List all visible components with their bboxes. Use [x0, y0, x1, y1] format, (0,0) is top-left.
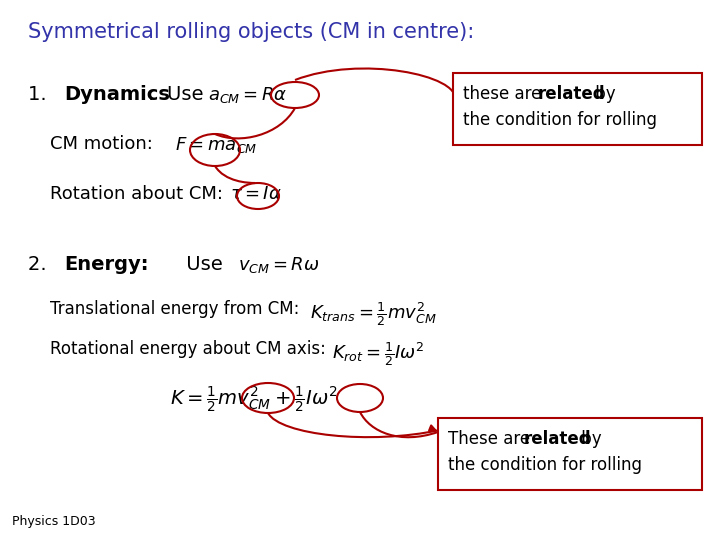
Text: the condition for rolling: the condition for rolling — [448, 456, 642, 474]
Text: by: by — [576, 430, 602, 448]
Text: $v_{CM} = R\omega$: $v_{CM} = R\omega$ — [238, 255, 320, 275]
Text: These are: These are — [448, 430, 536, 448]
Text: Symmetrical rolling objects (CM in centre):: Symmetrical rolling objects (CM in centr… — [28, 22, 474, 42]
Text: $K_{rot} = \frac{1}{2}I\omega^{2}$: $K_{rot} = \frac{1}{2}I\omega^{2}$ — [332, 340, 425, 368]
FancyBboxPatch shape — [453, 73, 702, 145]
Text: :  Use: : Use — [148, 85, 204, 104]
Text: $K = \frac{1}{2}mv_{CM}^{2} + \frac{1}{2}I\omega^{2}$: $K = \frac{1}{2}mv_{CM}^{2} + \frac{1}{2… — [170, 385, 338, 415]
Text: Translational energy from CM:: Translational energy from CM: — [50, 300, 300, 318]
Text: $K_{trans} = \frac{1}{2}mv_{CM}^{2}$: $K_{trans} = \frac{1}{2}mv_{CM}^{2}$ — [310, 300, 436, 328]
Text: 2.: 2. — [28, 255, 59, 274]
Text: related: related — [524, 430, 592, 448]
Text: 1.: 1. — [28, 85, 59, 104]
Text: $a_{CM} = R\alpha$: $a_{CM} = R\alpha$ — [208, 85, 287, 105]
Text: Rotation about CM:: Rotation about CM: — [50, 185, 223, 203]
Text: Physics 1D03: Physics 1D03 — [12, 515, 96, 528]
Text: $F = ma_{CM}$: $F = ma_{CM}$ — [175, 135, 257, 155]
Text: Energy:: Energy: — [64, 255, 148, 274]
Text: Rotational energy about CM axis:: Rotational energy about CM axis: — [50, 340, 326, 358]
Text: CM motion:: CM motion: — [50, 135, 153, 153]
Text: by: by — [590, 85, 616, 103]
Text: the condition for rolling: the condition for rolling — [463, 111, 657, 129]
Text: $\tau = I\alpha$: $\tau = I\alpha$ — [230, 185, 282, 203]
Text: these are: these are — [463, 85, 546, 103]
Text: Dynamics: Dynamics — [64, 85, 170, 104]
FancyBboxPatch shape — [438, 418, 702, 490]
Text: related: related — [538, 85, 606, 103]
Text: Use: Use — [155, 255, 222, 274]
